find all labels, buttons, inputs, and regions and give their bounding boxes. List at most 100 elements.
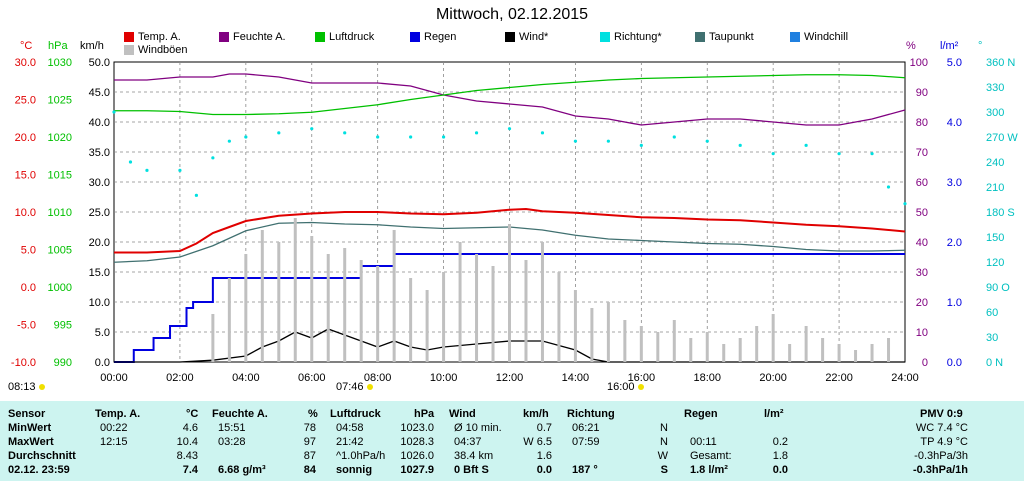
direction-point	[194, 193, 198, 197]
rain-unit: l/m²	[940, 40, 959, 52]
x-tick-label: 06:00	[298, 372, 326, 384]
rain-tick-label: 1.0	[947, 297, 962, 309]
wind-tick-label: 20.0	[89, 237, 110, 249]
direction-point	[145, 168, 149, 172]
x-tick-label: 14:00	[562, 372, 590, 384]
direction-point	[112, 110, 116, 114]
wind-unit: km/h	[80, 40, 104, 52]
table-cell-dir-v: N	[660, 422, 668, 434]
legend-label: Temp. A.	[138, 31, 181, 43]
direction-point	[771, 152, 775, 156]
table-cell-wind-t: 04:37	[454, 436, 482, 448]
weather-chart: 30.025.020.015.010.05.00.0-5.0-10.010301…	[11, 57, 1018, 384]
direction-point	[573, 139, 578, 143]
x-tick-label: 00:00	[100, 372, 128, 384]
x-tick-label: 08:00	[364, 372, 392, 384]
pressure-tick-label: 990	[54, 357, 72, 369]
table-cell-temp-v: 4.6	[182, 422, 198, 434]
table-cell-hum-t: 6.68 g/m³	[218, 464, 266, 476]
table-cell-press-t: sonnig	[336, 464, 373, 476]
pressure-tick-label: 1015	[48, 170, 72, 182]
rain-tick-label: 4.0	[947, 117, 962, 129]
col-sensor: Sensor	[8, 408, 46, 420]
table-cell-hum-v: 78	[303, 422, 316, 434]
humidity-unit: %	[906, 40, 916, 52]
legend-label: Wind*	[519, 31, 549, 43]
col-temp-unit: °C	[186, 408, 199, 420]
col-wind: Wind	[449, 408, 476, 420]
legend-humidity: Feuchte A.	[219, 31, 286, 43]
col-wind-unit: km/h	[523, 408, 549, 420]
wind-tick-label: 50.0	[89, 57, 110, 69]
legend-label: Feuchte A.	[233, 31, 286, 43]
table-cell-dir-t: 187 °	[572, 464, 598, 476]
table-cell-wind-t: Ø 10 min.	[454, 422, 502, 434]
humidity-tick-label: 90	[916, 87, 928, 99]
direction-tick-label: 150	[986, 232, 1004, 244]
humidity-tick-label: 20	[916, 297, 928, 309]
temp-tick-label: 5.0	[21, 245, 36, 257]
direction-tick-label: 210	[986, 182, 1004, 194]
legend-swatch	[695, 32, 705, 42]
x-tick-label: 10:00	[430, 372, 458, 384]
pressure-tick-label: 1005	[48, 245, 72, 257]
sun-mark-label: 07:46	[336, 381, 364, 393]
table-cell-rain-t: 1.8 l/m²	[690, 464, 728, 476]
direction-point	[211, 156, 215, 160]
pressure-tick-label: 995	[54, 320, 72, 332]
x-tick-label: 16:00	[628, 372, 656, 384]
table-cell-pmv: WC 7.4 °C	[915, 422, 968, 434]
series-line	[114, 73, 906, 126]
direction-point	[128, 160, 133, 164]
direction-point	[277, 131, 281, 135]
sun-icon	[637, 384, 644, 390]
col-direction: Richtung	[567, 408, 615, 420]
table-cell-wind-v: 0.7	[536, 422, 552, 434]
table-cell-label: MaxWert	[8, 436, 54, 448]
direction-tick-label: 330	[986, 82, 1004, 94]
humidity-tick-label: 80	[916, 117, 928, 129]
col-humidity: Feuchte A.	[212, 408, 268, 420]
direction-point	[837, 152, 841, 156]
direction-point	[441, 135, 446, 139]
table-cell-temp-t: 12:15	[100, 436, 128, 448]
direction-point	[672, 135, 676, 139]
humidity-tick-label: 100	[910, 57, 928, 69]
sunrise-label: 08:13	[8, 381, 36, 393]
direction-point	[409, 135, 413, 139]
legend-wind: Wind*	[505, 31, 548, 43]
legend-swatch	[790, 32, 800, 42]
pressure-tick-label: 1000	[48, 282, 72, 294]
legend-label: Windböen	[138, 44, 188, 56]
pressure-unit: hPa	[48, 40, 68, 52]
table-cell-press-t: 04:58	[336, 422, 364, 434]
temp-tick-label: 15.0	[15, 170, 36, 182]
direction-point	[870, 152, 874, 156]
humidity-tick-label: 10	[916, 327, 928, 339]
rain-tick-label: 2.0	[947, 237, 962, 249]
humidity-tick-label: 50	[916, 207, 928, 219]
stats-table: Sensor Temp. A. °C Feuchte A. % Luftdruc…	[0, 401, 1024, 481]
wind-tick-label: 30.0	[89, 177, 110, 189]
humidity-tick-label: 60	[916, 177, 928, 189]
x-tick-label: 24:00	[891, 372, 919, 384]
direction-point	[343, 131, 347, 135]
table-cell-pmv: -0.3hPa/3h	[914, 450, 968, 462]
table-cell-hum-v: 97	[303, 436, 316, 448]
legend-label: Richtung*	[614, 31, 662, 43]
direction-tick-label: 120	[986, 257, 1004, 269]
x-tick-label: 20:00	[759, 372, 787, 384]
legend-temp: Temp. A.	[124, 31, 181, 43]
table-cell-hum-t: 15:51	[218, 422, 246, 434]
legend-swatch	[410, 32, 420, 42]
table-cell-dir-t: 07:59	[572, 436, 600, 448]
col-pmv: PMV 0:9	[920, 408, 963, 420]
sun-marks: 08:13 07:46 16:00	[0, 380, 1024, 396]
rain-tick-label: 3.0	[947, 177, 962, 189]
rain-tick-label: 0.0	[947, 357, 962, 369]
humidity-tick-label: 0	[922, 357, 928, 369]
table-cell-dir-t: 06:21	[572, 422, 600, 434]
direction-tick-label: 180 S	[986, 207, 1015, 219]
direction-point	[738, 143, 742, 147]
table-cell-hum-v: 87	[303, 450, 316, 462]
